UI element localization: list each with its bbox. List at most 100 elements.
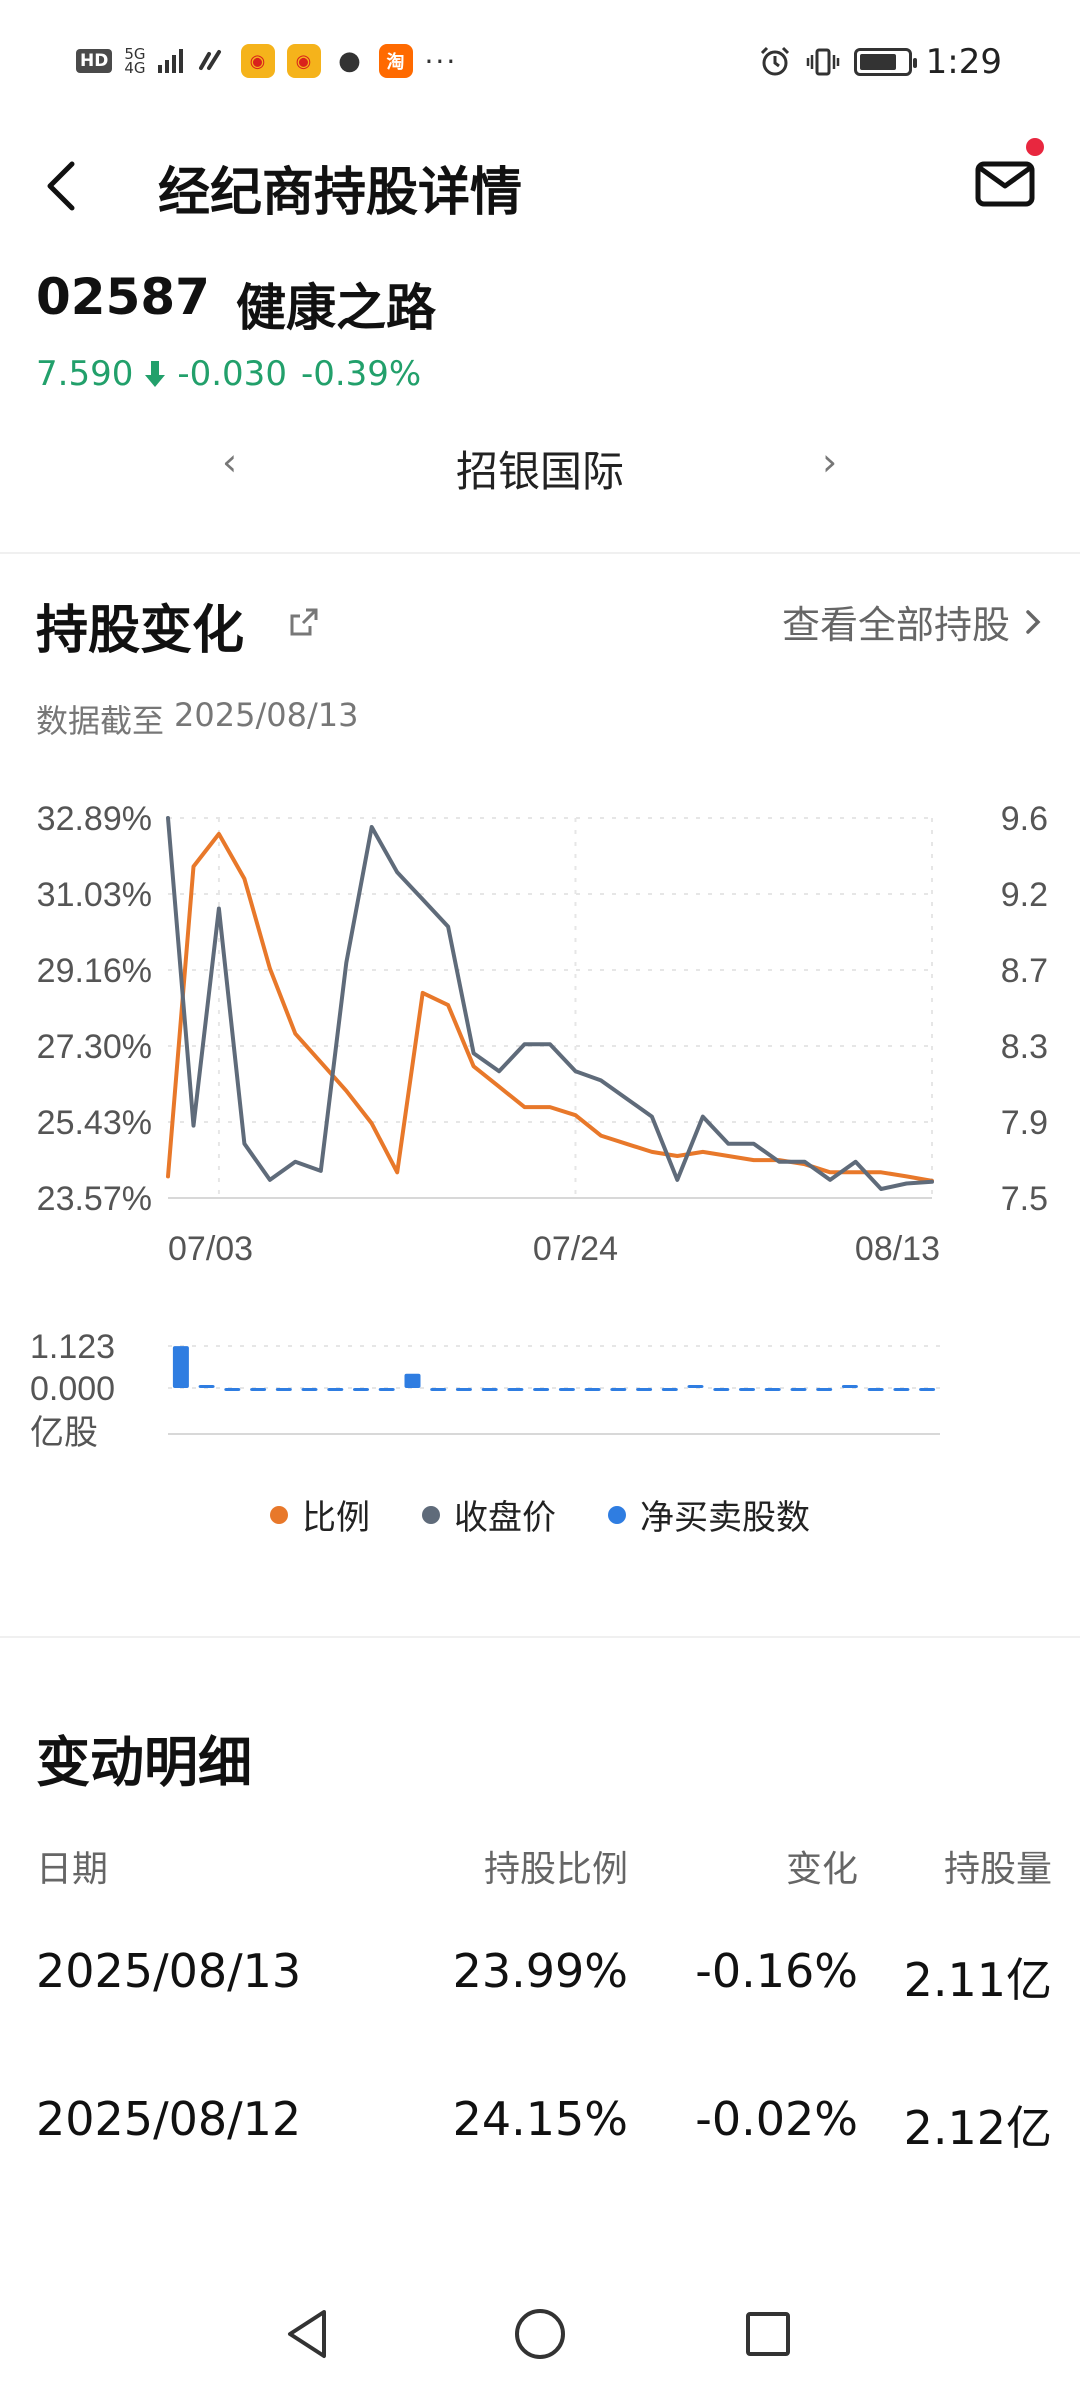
header-shares: 持股量 — [943, 1849, 1052, 1890]
legend-item-close-price: 收盘价 — [422, 1490, 556, 1539]
net-trade-bar — [790, 1388, 807, 1391]
top-nav-bar: 经纪商持股详情 — [0, 130, 1080, 240]
share-icon[interactable] — [286, 604, 322, 640]
left-axis-tick: 25.43% — [37, 1104, 152, 1142]
net-trade-bar — [327, 1388, 344, 1391]
status-left-icons: HD 5G 4G ◉ ◉ ● 淘 ··· — [76, 44, 457, 78]
status-right-icons: 1:29 — [758, 42, 1002, 82]
left-axis-tick: 29.16% — [37, 952, 152, 990]
table-header: 日期 持股比例 变化 持股量 — [36, 1840, 1052, 1920]
weibo-icon — [195, 44, 229, 78]
legend-dot — [270, 1505, 288, 1524]
net-trade-bar — [919, 1388, 936, 1391]
bar-axis-tick: 0.000 — [30, 1370, 115, 1408]
divider — [0, 1636, 1080, 1638]
net-trade-bar — [172, 1346, 189, 1388]
stock-title: 02587 健康之路 — [36, 268, 436, 340]
net-trade-bar — [816, 1388, 833, 1391]
holdings-line-chart[interactable]: 32.89% 9.6 31.03% 9.2 29.16% 8.7 27.30% 8.3 25.4… — [0, 770, 1080, 1290]
legend-label: 净买卖股数 — [640, 1498, 810, 1538]
previous-broker-button[interactable]: ‹ — [222, 440, 238, 484]
data-as-of: 数据截至 2025/08/13 — [36, 696, 358, 742]
hd-icon: HD — [76, 49, 113, 73]
battery-icon — [853, 48, 917, 76]
status-time: 1:29 — [925, 42, 1002, 82]
net-trade-bar — [610, 1388, 627, 1391]
net-trade-bar — [378, 1388, 395, 1391]
legend-dot — [422, 1505, 440, 1524]
vibrate-icon — [806, 48, 839, 76]
header-change: 变化 — [785, 1849, 858, 1890]
table-row[interactable]: 2025/08/13 23.99% -0.16% 2.11亿 — [36, 1920, 1052, 2068]
view-all-label: 查看全部持股 — [781, 603, 1010, 647]
nav-home-button[interactable] — [510, 2304, 570, 2364]
stock-header: 02587 健康之路 7.590 -0.030 -0.39% — [36, 268, 436, 394]
net-trade-bar — [533, 1388, 550, 1391]
row-date: 2025/08/13 — [36, 1944, 302, 1998]
back-button[interactable] — [36, 152, 96, 218]
chevron-right-icon — [1026, 609, 1041, 634]
chevron-left-icon — [47, 161, 75, 211]
right-axis-tick: 9.2 — [1001, 876, 1048, 914]
net-trade-bar — [224, 1388, 241, 1391]
legend-item-ratio: 比例 — [270, 1490, 370, 1539]
table-row[interactable]: 2025/08/12 24.15% -0.02% 2.12亿 — [36, 2068, 1052, 2216]
details-table: 日期 持股比例 变化 持股量 2025/08/13 23.99% -0.16% … — [36, 1840, 1052, 2216]
row-ratio: 23.99% — [452, 1944, 628, 1998]
right-axis-tick: 8.3 — [1001, 1028, 1048, 1066]
taobao-icon: 淘 — [378, 44, 413, 78]
holdings-section-header: 持股变化 查看全部持股 — [36, 588, 1046, 661]
wechat-icon: ● — [338, 46, 361, 76]
stock-price: 7.590 — [36, 354, 134, 394]
right-axis-tick: 7.9 — [1001, 1104, 1048, 1142]
chart-legend: 比例 收盘价 净买卖股数 — [0, 1490, 1080, 1539]
net-trade-bar — [558, 1388, 575, 1391]
weibo-icon: ◉ — [240, 44, 275, 78]
as-of-label: 数据截至 — [36, 702, 165, 740]
left-axis-tick: 27.30% — [37, 1028, 152, 1066]
net-trade-bar — [584, 1388, 601, 1391]
series-line-close-price — [166, 816, 934, 1191]
net-trade-bar — [198, 1385, 215, 1388]
net-trade-bar — [481, 1388, 498, 1391]
nav-back-button[interactable] — [278, 2304, 338, 2364]
left-axis-tick: 23.57% — [37, 1180, 152, 1218]
details-title: 变动明细 — [36, 1731, 252, 1794]
left-axis-tick: 32.89% — [37, 800, 152, 838]
net-trade-bar — [893, 1388, 910, 1391]
net-trade-bar — [353, 1388, 369, 1391]
section-title: 持股变化 — [36, 601, 245, 661]
row-change: -0.02% — [695, 2092, 858, 2146]
row-shares: 2.11亿 — [903, 1953, 1052, 2007]
mail-icon — [975, 161, 1035, 207]
net-trade-bar — [430, 1388, 447, 1391]
broker-switcher: ‹ 招银国际 › — [0, 430, 1080, 510]
nav-recents-button[interactable] — [738, 2304, 798, 2364]
legend-dot — [608, 1505, 626, 1524]
net-trade-bar — [455, 1388, 472, 1391]
bar-unit-label: 亿股 — [30, 1414, 98, 1452]
page-title: 经纪商持股详情 — [158, 163, 523, 223]
net-trade-bar — [841, 1385, 858, 1388]
x-axis-tick: 07/03 — [168, 1230, 253, 1268]
more-notifications-icon: ··· — [424, 44, 458, 78]
unread-badge — [1026, 138, 1044, 156]
right-axis-tick: 9.6 — [1001, 800, 1048, 838]
net-trade-bar-chart[interactable]: 1.123 0.000 亿股 — [0, 1310, 1080, 1460]
net-trade-bar — [661, 1388, 678, 1391]
stock-change: -0.030 — [177, 354, 287, 394]
signal-bars-icon — [157, 49, 183, 73]
messages-button[interactable] — [970, 148, 1040, 218]
arrow-down-icon — [145, 361, 166, 387]
view-all-holdings-link[interactable]: 查看全部持股 — [782, 594, 1046, 649]
as-of-date: 2025/08/13 — [174, 696, 359, 734]
net-trade-bar — [764, 1388, 781, 1391]
alarm-icon — [760, 46, 789, 76]
weibo-icon: ◉ — [286, 44, 321, 78]
net-trade-bar — [739, 1388, 755, 1391]
stock-quote: 7.590 -0.030 -0.39% — [36, 354, 436, 394]
broker-name: 招银国际 — [455, 447, 624, 496]
next-broker-button[interactable]: › — [822, 440, 838, 484]
net-trade-bar — [636, 1388, 653, 1391]
row-date: 2025/08/12 — [36, 2092, 302, 2146]
